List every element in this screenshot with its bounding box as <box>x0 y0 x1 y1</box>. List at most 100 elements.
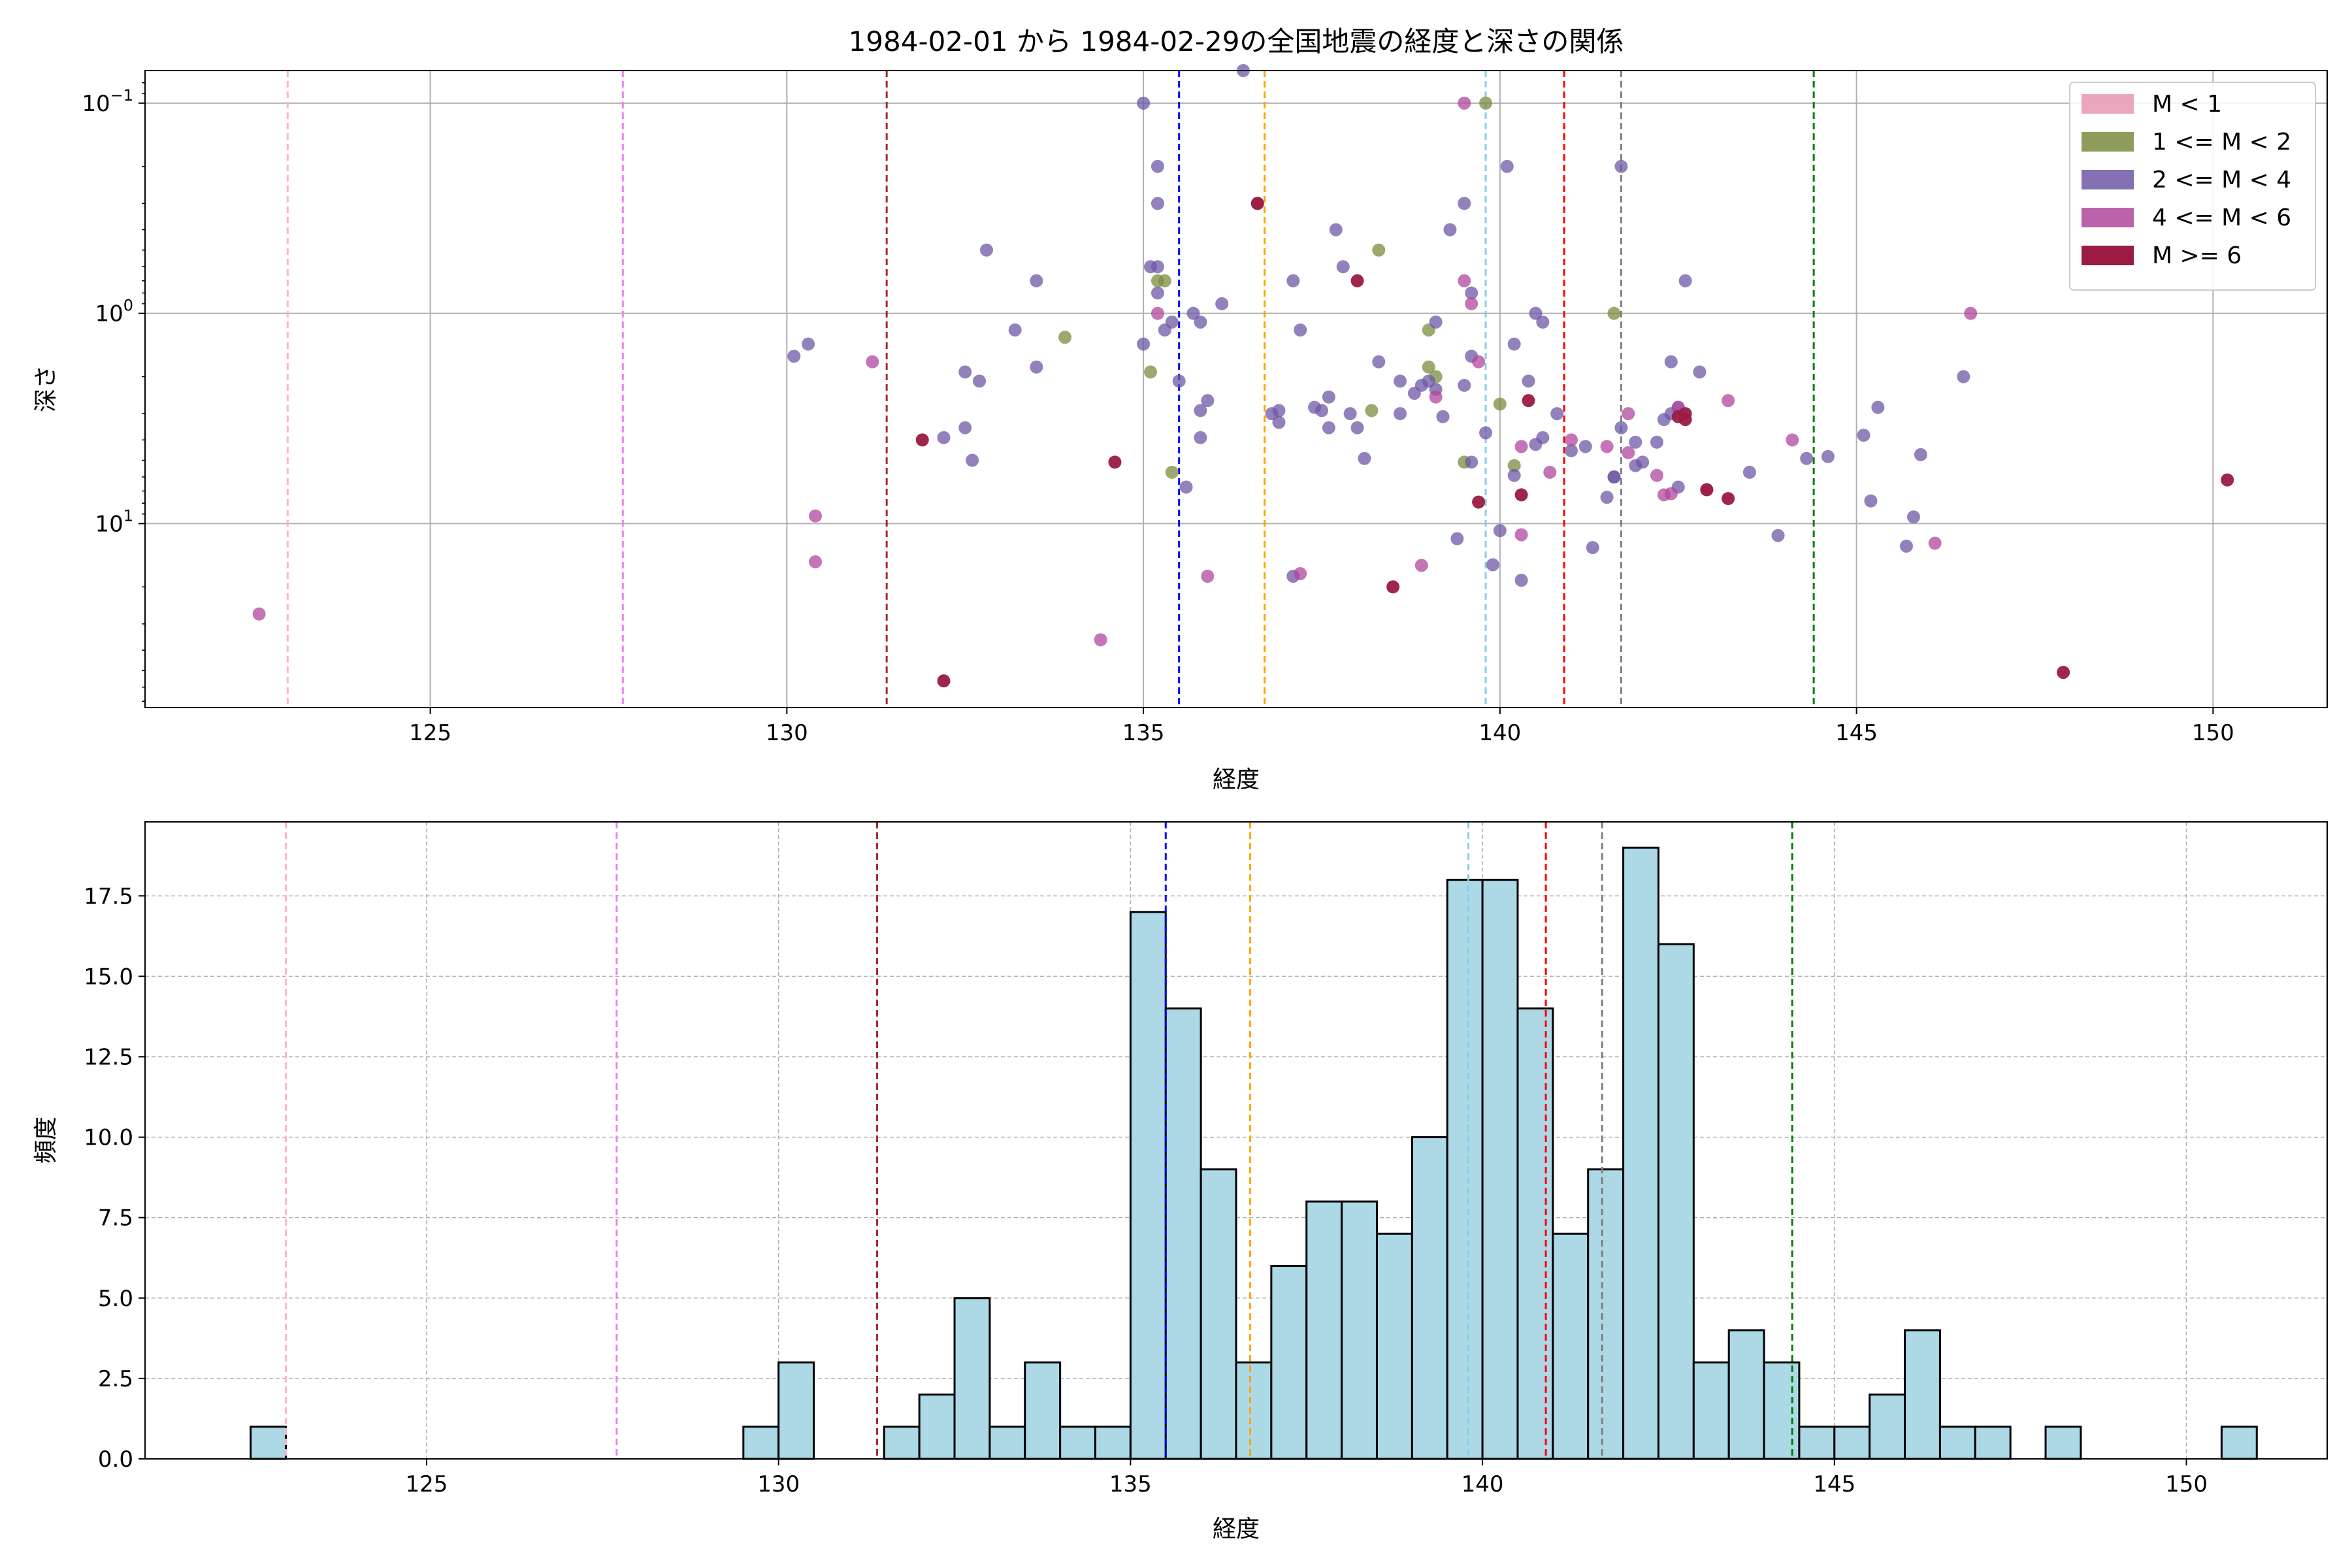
x-tick-label: 145 <box>1813 1471 1855 1497</box>
scatter-point <box>1465 455 1478 469</box>
scatter-point <box>1622 446 1635 459</box>
scatter-point <box>958 365 972 379</box>
scatter-point <box>866 355 879 368</box>
scatter-point <box>1108 455 1122 469</box>
scatter-point <box>1358 451 1371 465</box>
scatter-point <box>1008 323 1022 337</box>
scatter-point <box>1179 480 1193 494</box>
scatter-point <box>1294 567 1307 581</box>
y-tick-label: 5.0 <box>98 1286 133 1312</box>
scatter-point <box>1522 394 1535 408</box>
histogram-y-ticks: 0.0 2.5 5.0 7.5 10.0 12.5 15.0 17.5 <box>84 883 145 1473</box>
scatter-point <box>2221 473 2234 487</box>
histogram-bar <box>883 1426 921 1460</box>
scatter-point <box>1272 404 1286 417</box>
scatter-point <box>1286 274 1300 287</box>
y-tick-label: 10−1 <box>82 86 133 117</box>
scatter-point <box>1465 297 1478 310</box>
scatter-point <box>1607 470 1621 484</box>
scatter-point <box>979 243 993 257</box>
scatter-point <box>1693 365 1707 379</box>
legend-label: M >= 6 <box>2152 242 2242 269</box>
histogram-bar <box>918 1394 956 1460</box>
scatter-point <box>1957 370 1970 384</box>
histogram-bar <box>742 1426 780 1460</box>
histogram-bar <box>1270 1265 1308 1460</box>
scatter-point <box>1058 331 1072 344</box>
scatter-point <box>1622 407 1635 421</box>
histogram-reference-lines <box>284 822 1793 1459</box>
scatter-point <box>1201 569 1215 583</box>
scatter-point <box>1906 510 1920 524</box>
scatter-point <box>1394 407 1407 421</box>
histogram-bar <box>1235 1361 1273 1460</box>
scatter-point <box>1514 488 1528 502</box>
scatter-point <box>1429 390 1443 404</box>
scatter-point <box>1315 404 1328 417</box>
scatter-point <box>1614 421 1628 434</box>
scatter-point <box>1144 365 1158 379</box>
scatter-point <box>1522 374 1535 388</box>
histogram-bar <box>1164 1007 1202 1460</box>
scatter-point <box>1151 306 1164 320</box>
histogram-bar <box>1200 1168 1237 1460</box>
scatter-reference-lines <box>286 71 1815 708</box>
scatter-point <box>1857 429 1870 442</box>
scatter-point <box>1964 306 1978 320</box>
scatter-point <box>1722 492 1735 506</box>
histogram-bar <box>1692 1361 1730 1460</box>
x-tick-label: 125 <box>409 720 451 746</box>
scatter-point <box>1664 487 1678 500</box>
scatter-point <box>958 421 972 434</box>
scatter-point <box>1151 286 1164 300</box>
scatter-point <box>1030 274 1043 287</box>
scatter-points <box>252 64 2234 688</box>
scatter-panel: 125 130 135 140 145 150 10−1 100 101 経度 深さ M < … <box>33 64 2328 793</box>
scatter-point <box>1194 431 1207 444</box>
scatter-point <box>1151 197 1164 210</box>
scatter-point <box>1507 468 1521 482</box>
scatter-point <box>1493 524 1507 538</box>
scatter-point <box>1365 404 1379 417</box>
scatter-y-ticks: 10−1 100 101 <box>82 82 145 702</box>
scatter-point <box>1372 243 1386 257</box>
scatter-point <box>1458 274 1471 287</box>
scatter-point <box>1700 483 1714 497</box>
scatter-frame <box>144 70 2328 708</box>
scatter-point <box>1137 96 1151 110</box>
scatter-point <box>1158 274 1171 287</box>
scatter-point <box>1614 159 1628 173</box>
scatter-point <box>1215 297 1229 310</box>
histogram-y-axis-label: 頻度 <box>33 1117 59 1164</box>
scatter-point <box>1472 495 1486 509</box>
scatter-point <box>1186 306 1200 320</box>
histogram-bar <box>1763 1361 1801 1460</box>
scatter-point <box>1343 407 1357 421</box>
scatter-point <box>1536 315 1550 329</box>
histogram-bar <box>2044 1426 2082 1460</box>
scatter-point <box>1094 633 1107 647</box>
scatter-point <box>1172 374 1186 388</box>
histogram-bar <box>1552 1232 1590 1460</box>
x-tick-label: 140 <box>1478 720 1521 746</box>
x-tick-label: 125 <box>406 1471 448 1497</box>
scatter-point <box>1928 536 1942 550</box>
scatter-point <box>1458 197 1471 210</box>
x-tick-label: 135 <box>1109 1471 1152 1497</box>
legend-label: 2 <= M < 4 <box>2152 167 2291 193</box>
scatter-point <box>1336 260 1350 274</box>
x-tick-label: 130 <box>766 720 808 746</box>
scatter-point <box>915 433 929 447</box>
scatter-point <box>252 607 266 621</box>
histogram-bar <box>953 1297 991 1460</box>
histogram-x-axis-label: 経度 <box>1213 1516 1260 1543</box>
histogram-bars <box>250 846 2258 1460</box>
scatter-point <box>1607 306 1621 320</box>
y-tick-label: 2.5 <box>98 1366 133 1392</box>
scatter-point <box>1650 435 1663 449</box>
y-tick-label: 15.0 <box>84 964 133 990</box>
scatter-point <box>1636 455 1650 469</box>
x-tick-label: 140 <box>1462 1471 1504 1497</box>
legend-label: 4 <= M < 6 <box>2152 204 2291 231</box>
